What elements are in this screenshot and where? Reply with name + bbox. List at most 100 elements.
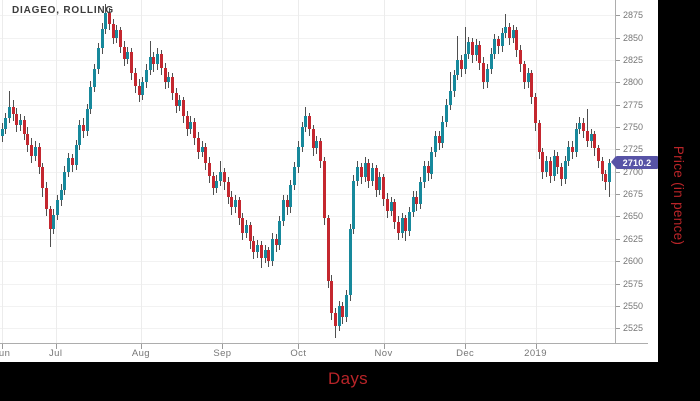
x-tick-label: Nov (374, 348, 393, 359)
candle (304, 116, 308, 127)
candle (93, 68, 97, 87)
candle (185, 116, 189, 129)
candle (245, 225, 249, 233)
candle (348, 228, 352, 296)
h-gridline (0, 149, 615, 151)
candle-wick (449, 71, 451, 110)
y-tick (616, 104, 620, 106)
candle (267, 250, 271, 262)
y-tick-label: 2525 (623, 323, 644, 334)
last-price-badge: 2710.2 (611, 156, 658, 170)
candle (230, 196, 234, 208)
candle (282, 200, 286, 221)
candle (189, 121, 193, 129)
candle (289, 185, 293, 208)
candle (89, 86, 93, 110)
candle (597, 148, 600, 161)
y-tick (616, 15, 620, 17)
candle (237, 200, 241, 219)
x-axis-title-band: Days (0, 362, 700, 401)
candle-wick (586, 109, 588, 147)
candle (56, 200, 60, 215)
x-tick (222, 344, 224, 349)
candle (467, 42, 471, 54)
candle (33, 146, 37, 156)
candle (441, 121, 445, 144)
y-tick-label: 2825 (623, 54, 644, 65)
candle (63, 171, 67, 190)
badge-arrow-icon (611, 156, 616, 169)
candle (278, 220, 282, 246)
candle (452, 75, 456, 92)
y-tick-label: 2700 (623, 166, 644, 177)
x-tick-label: Aug (131, 348, 150, 359)
h-gridline (0, 82, 615, 84)
v-gridline (465, 0, 467, 343)
candle (604, 173, 608, 183)
candle (7, 107, 11, 119)
candle (263, 250, 267, 258)
x-tick-label: Sep (213, 348, 232, 359)
candle (567, 146, 571, 161)
candle (585, 130, 589, 142)
h-gridline (0, 216, 615, 218)
candle (311, 128, 315, 149)
candle (337, 305, 341, 326)
candle (274, 238, 278, 246)
candle (156, 53, 160, 65)
candle (308, 116, 311, 129)
x-axis-line (0, 343, 648, 344)
candle (559, 167, 563, 179)
candle (170, 76, 174, 93)
h-gridline (0, 305, 615, 307)
candle (474, 44, 478, 56)
v-gridline (535, 0, 537, 343)
x-tick-label: Oct (290, 348, 307, 359)
candle (426, 166, 430, 174)
y-tick-label: 2650 (623, 211, 644, 222)
y-tick (616, 59, 620, 61)
candle (222, 171, 226, 183)
candle (159, 53, 163, 68)
candle (359, 167, 363, 178)
y-tick (616, 283, 620, 285)
candle (293, 167, 297, 186)
candle (26, 134, 30, 145)
candle (459, 59, 463, 69)
candle (182, 100, 186, 117)
candle (322, 160, 326, 219)
candle (419, 182, 423, 204)
candle (378, 177, 382, 190)
candle (59, 189, 63, 201)
x-tick-label: 2019 (524, 348, 547, 359)
candle (404, 218, 408, 231)
plot-area[interactable] (0, 0, 615, 343)
y-tick (616, 149, 620, 151)
candle (445, 104, 449, 122)
candle (107, 12, 111, 25)
candle (204, 146, 208, 163)
candle (537, 123, 541, 153)
candle (4, 118, 8, 129)
v-gridline (140, 0, 142, 343)
candle (400, 218, 404, 233)
y-tick-label: 2750 (623, 122, 644, 132)
candle (148, 57, 152, 70)
candle (333, 313, 337, 326)
x-tick (465, 344, 467, 349)
y-tick (616, 127, 620, 128)
h-gridline (0, 37, 615, 39)
candle (163, 67, 167, 83)
candle (352, 180, 356, 229)
y-tick (616, 216, 620, 218)
y-tick-label: 2800 (623, 77, 644, 88)
candle (556, 155, 560, 168)
y-tick-label: 2775 (623, 99, 644, 110)
y-tick-label: 2575 (623, 278, 644, 289)
candle (15, 113, 19, 126)
candle (44, 187, 48, 210)
candle (496, 39, 500, 47)
v-gridline (2, 0, 3, 343)
candle (252, 241, 256, 253)
y-tick (616, 305, 620, 307)
